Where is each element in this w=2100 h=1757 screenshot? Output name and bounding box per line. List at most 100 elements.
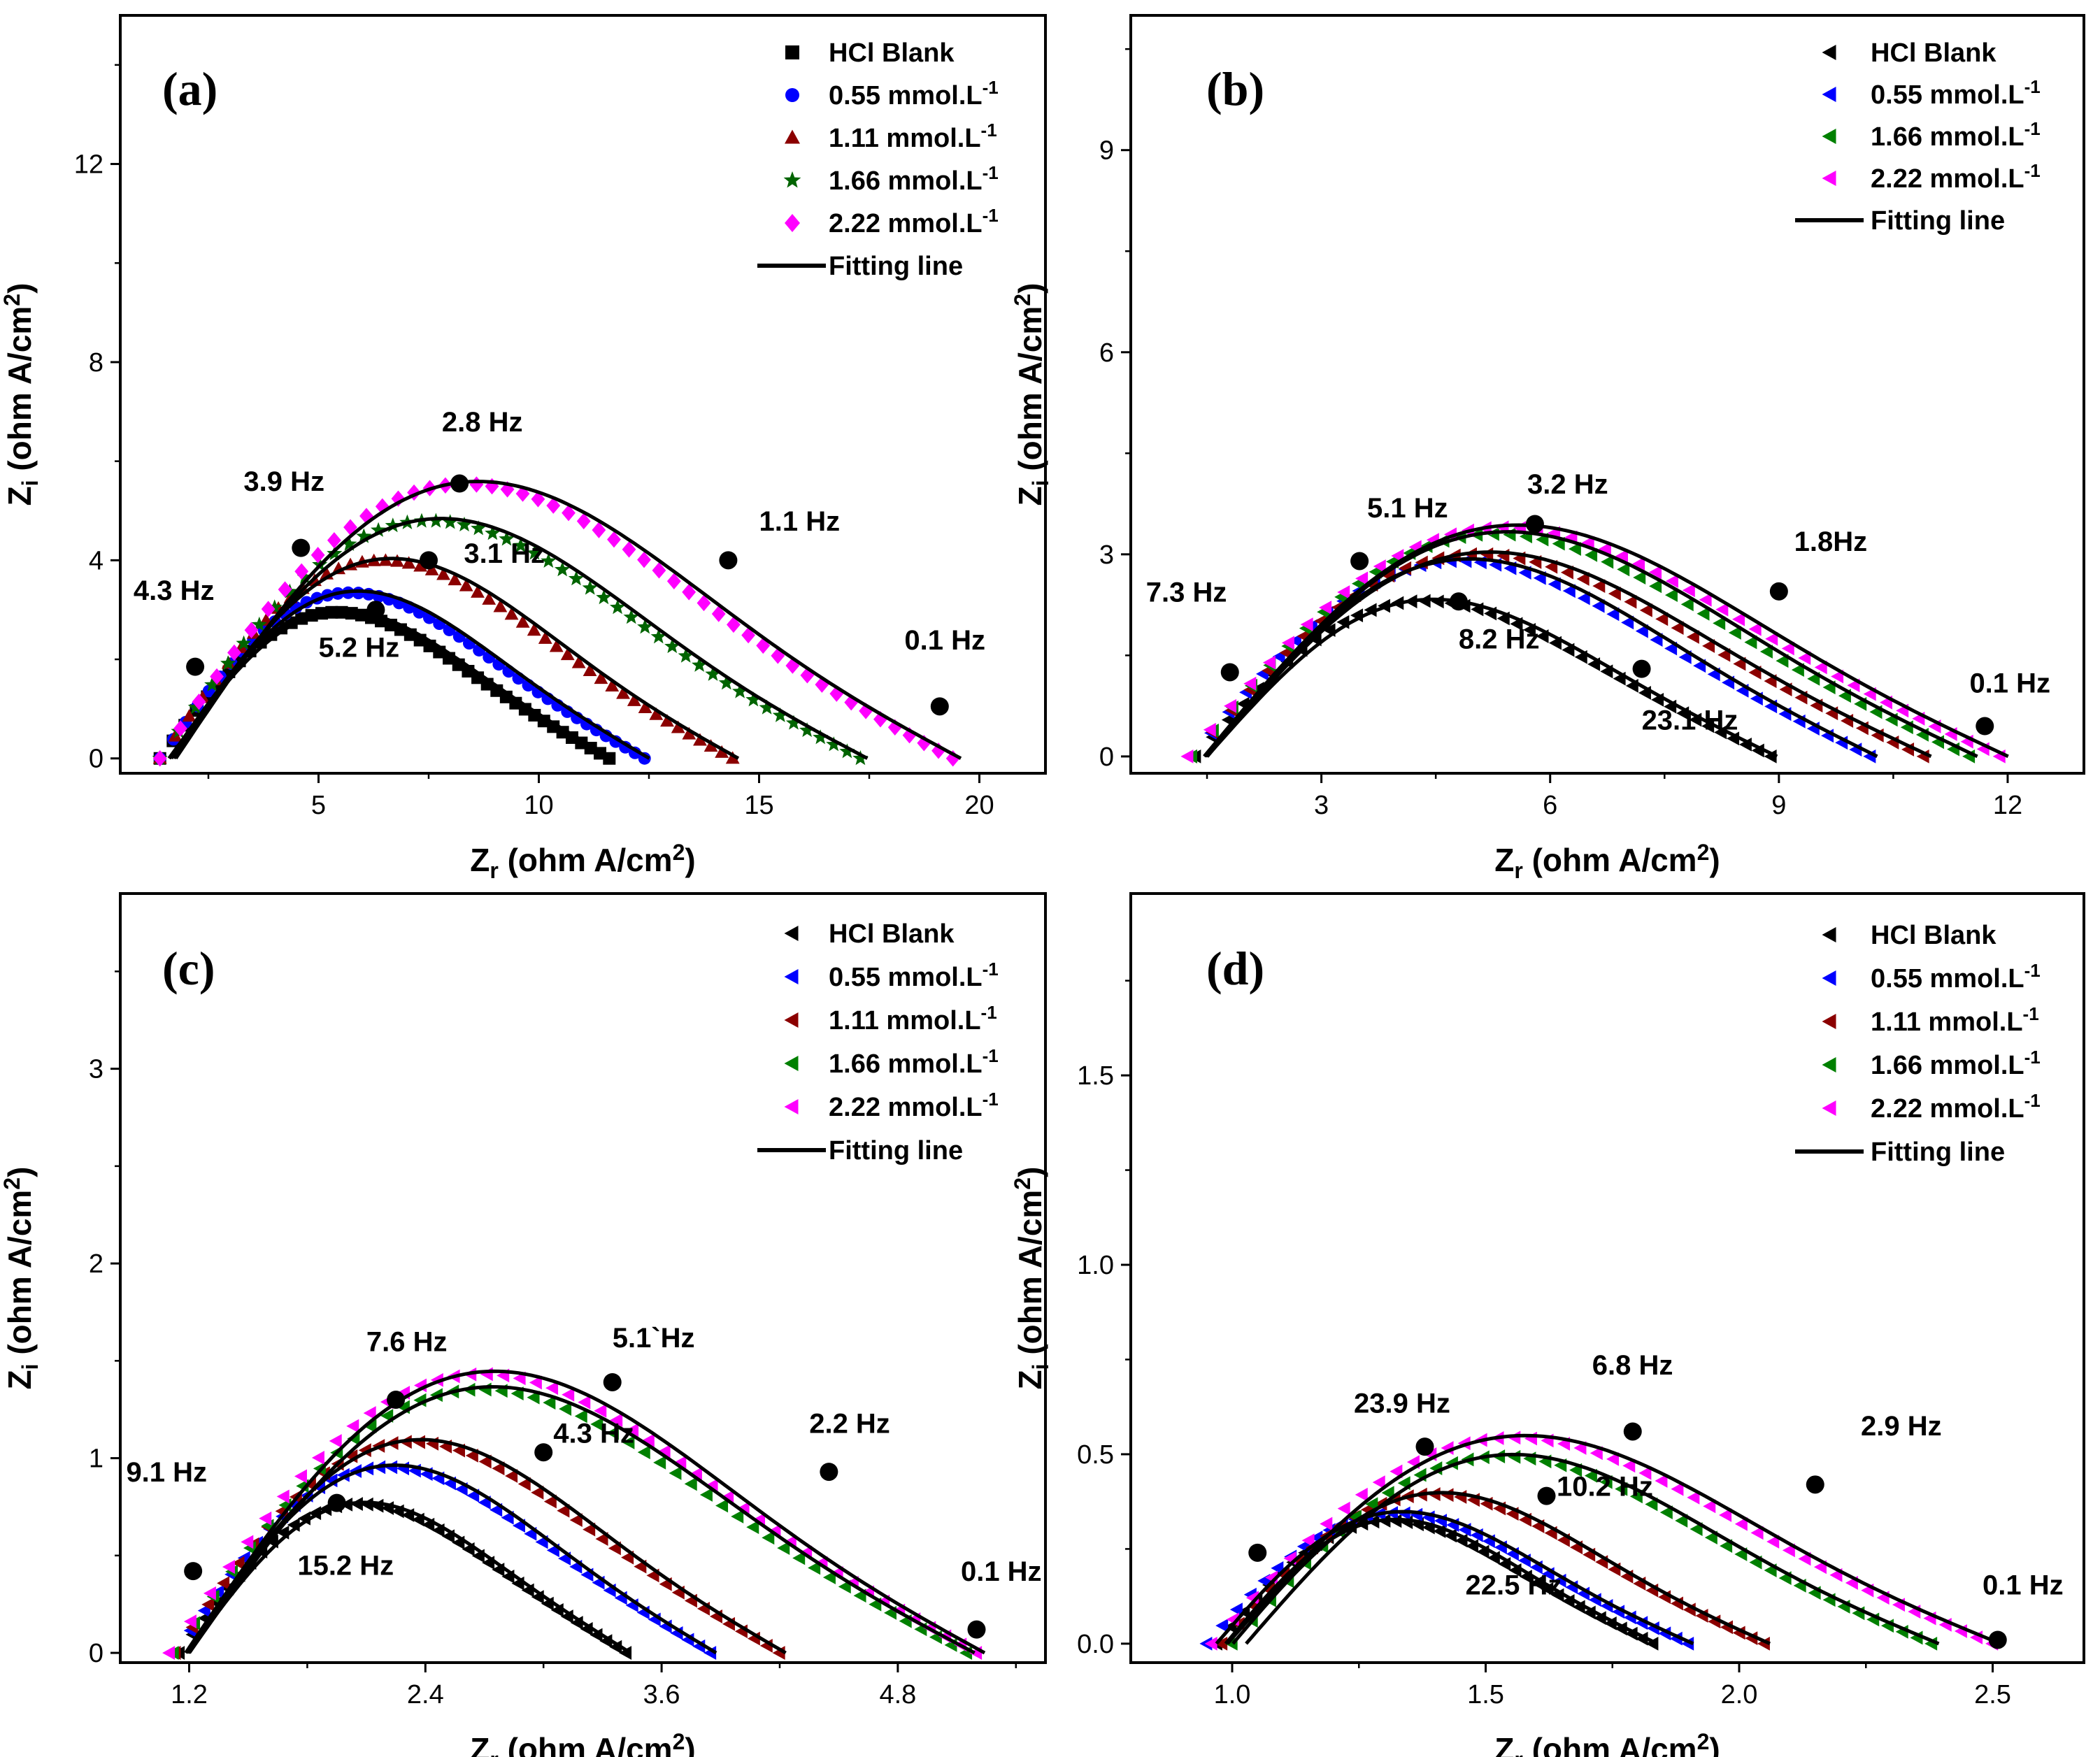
frequency-annotation: 0.1 Hz <box>1983 1570 2064 1600</box>
frequency-marker <box>1537 1486 1556 1505</box>
data-point <box>1624 594 1637 609</box>
legend-label: Fitting line <box>1871 1138 2005 1167</box>
data-point <box>799 722 815 738</box>
data-point <box>1680 597 1694 612</box>
frequency-marker <box>1769 582 1788 601</box>
y-axis-label-close: ) <box>1012 283 1048 294</box>
data-point <box>649 707 664 720</box>
data-point <box>692 657 708 672</box>
data-point <box>346 1419 359 1433</box>
data-point <box>210 668 224 685</box>
data-point <box>385 517 401 533</box>
data-point <box>1649 565 1662 580</box>
data-point <box>785 715 802 730</box>
data-point <box>1719 1508 1732 1522</box>
data-point <box>363 1406 376 1420</box>
legend-label-text: 1.66 mmol.L <box>829 1049 983 1079</box>
y-axis-label-unit: (ohm A/cm <box>1 1190 38 1364</box>
data-point <box>637 619 653 634</box>
frequency-annotation: 1.8Hz <box>1794 526 1868 557</box>
frequency-marker <box>450 474 469 493</box>
data-point <box>1606 1451 1620 1466</box>
data-point <box>622 541 636 558</box>
y-tick-label: 0 <box>89 745 103 774</box>
x-axis-label-main: Z <box>470 1731 490 1757</box>
data-point <box>1288 633 1301 648</box>
data-point <box>582 580 598 595</box>
data-point <box>244 622 259 638</box>
data-point <box>1686 630 1699 644</box>
legend-entry: 1.11 mmol.L-1 <box>785 120 997 153</box>
data-point <box>1638 1465 1652 1480</box>
data-point <box>669 1466 682 1480</box>
data-point <box>471 585 485 598</box>
data-point <box>808 1561 821 1575</box>
legend-marker <box>785 214 800 232</box>
y-axis-label-sup: 2 <box>1010 294 1035 306</box>
x-tick-label: 1.0 <box>1214 1680 1251 1709</box>
legend-label-text: 0.55 mmol.L <box>829 963 983 992</box>
legend-entry: Fitting line <box>1795 206 2005 236</box>
x-axis-label-sup: 2 <box>1697 1729 1710 1754</box>
data-point <box>442 514 458 529</box>
data-point <box>1445 1456 1458 1470</box>
data-point <box>203 1586 216 1600</box>
y-axis-label-unit: (ohm A/cm <box>1 306 38 480</box>
y-axis-label-sup: 2 <box>1010 1177 1035 1190</box>
data-point <box>308 1506 322 1521</box>
data-point <box>650 629 666 644</box>
data-point <box>1757 1637 1770 1651</box>
data-point <box>261 601 276 617</box>
data-point <box>220 655 236 670</box>
legend-marker <box>1822 1057 1836 1073</box>
data-point <box>1372 1475 1385 1489</box>
data-point <box>715 745 729 758</box>
data-point <box>358 1443 371 1458</box>
legend-entry: 0.55 mmol.L-1 <box>1822 960 2041 994</box>
frequency-annotation: 7.6 Hz <box>366 1326 448 1357</box>
x-tick-label: 10 <box>524 791 553 820</box>
data-point <box>574 1409 587 1423</box>
legend-entry: 2.22 mmol.L-1 <box>785 205 999 238</box>
legend-entry: 1.66 mmol.L-1 <box>784 1045 999 1079</box>
legend-label-text: Fitting line <box>829 252 963 281</box>
data-point <box>772 707 788 722</box>
data-point <box>1592 598 1605 613</box>
legend-label-text: 0.55 mmol.L <box>1871 80 2024 110</box>
frequency-marker <box>1350 552 1369 571</box>
data-point <box>310 547 325 564</box>
data-point <box>1443 527 1457 542</box>
data-point <box>718 675 734 690</box>
data-point <box>471 520 487 536</box>
data-point <box>478 1382 492 1397</box>
data-point <box>1337 1501 1350 1516</box>
data-point <box>294 1469 307 1484</box>
data-point <box>1713 616 1726 631</box>
legend-marker <box>1822 1014 1836 1029</box>
data-point <box>1355 1487 1368 1502</box>
data-point <box>1671 621 1684 636</box>
y-axis-label-sup: 2 <box>0 294 24 306</box>
data-point <box>459 578 473 591</box>
legend-marker <box>785 129 800 144</box>
legend-label-text: 0.55 mmol.L <box>1871 964 2024 994</box>
legend-label-text: 1.11 mmol.L <box>1871 1007 2023 1037</box>
data-point <box>1585 547 1598 562</box>
y-tick-label: 12 <box>74 150 103 180</box>
frequency-marker <box>820 1463 838 1482</box>
y-axis-label: Zi (ohm A/cm2) <box>1010 283 1053 506</box>
x-axis-label-unit: (ohm A/cm <box>1523 1731 1697 1757</box>
fitting-line <box>1245 1452 1940 1646</box>
legend-label: HCl Blank <box>1871 38 1997 68</box>
legend-entry: 1.66 mmol.L-1 <box>1822 118 2041 152</box>
data-point <box>559 1402 572 1417</box>
data-point <box>715 1498 729 1513</box>
data-point <box>1622 1458 1636 1473</box>
data-point <box>711 605 726 622</box>
frequency-annotation: 5.1`Hz <box>613 1323 695 1354</box>
data-point <box>543 1396 556 1410</box>
data-point <box>1300 617 1313 632</box>
data-point <box>1635 1631 1648 1646</box>
plot-frame <box>1129 14 2085 775</box>
frequency-annotation: 23.9 Hz <box>1354 1388 1450 1419</box>
